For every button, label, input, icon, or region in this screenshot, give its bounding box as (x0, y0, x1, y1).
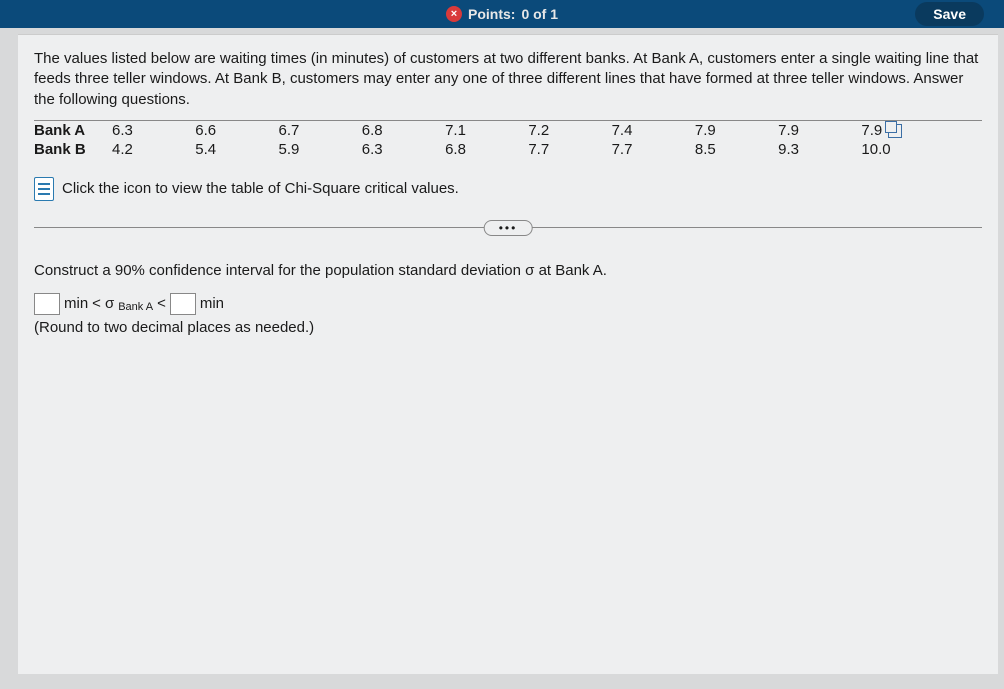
content-area: The values listed below are waiting time… (18, 34, 998, 674)
table-row: Bank B 4.2 5.4 5.9 6.3 6.8 7.7 7.7 8.5 9… (34, 140, 982, 159)
cell: 7.7 (604, 140, 687, 159)
cell: 7.9 (853, 120, 982, 140)
cell: 7.7 (520, 140, 603, 159)
chi-square-link[interactable]: Click the icon to view the table of Chi-… (34, 177, 982, 201)
cell: 6.6 (187, 120, 270, 140)
row-label-bank-a: Bank A (34, 120, 104, 140)
cell: 6.3 (354, 140, 437, 159)
cell: 7.4 (604, 120, 687, 140)
points-label: Points: (468, 6, 515, 22)
save-button[interactable]: Save (915, 2, 984, 26)
upper-bound-input[interactable] (170, 293, 196, 315)
question-prompt: Construct a 90% confidence interval for … (34, 262, 982, 279)
unit-label: min (200, 295, 224, 312)
chi-square-link-label: Click the icon to view the table of Chi-… (62, 180, 459, 197)
cell: 6.3 (104, 120, 187, 140)
cell: 10.0 (853, 140, 982, 159)
unit-label: min (64, 295, 88, 312)
sigma-subscript: Bank A (118, 301, 153, 313)
cell: 6.7 (271, 120, 354, 140)
sigma-symbol: σ (105, 295, 114, 312)
cell: 7.9 (770, 120, 853, 140)
cell: 9.3 (770, 140, 853, 159)
points-indicator: × Points: 0 of 1 (446, 6, 558, 22)
copy-icon[interactable] (888, 124, 902, 138)
cell: 6.8 (437, 140, 520, 159)
lower-bound-input[interactable] (34, 293, 60, 315)
row-label-bank-b: Bank B (34, 140, 104, 159)
table-row: Bank A 6.3 6.6 6.7 6.8 7.1 7.2 7.4 7.9 7… (34, 120, 982, 140)
cell: 7.2 (520, 120, 603, 140)
top-bar: × Points: 0 of 1 Save (0, 0, 1004, 28)
problem-text: The values listed below are waiting time… (34, 49, 982, 110)
cell: 6.8 (354, 120, 437, 140)
data-table: Bank A 6.3 6.6 6.7 6.8 7.1 7.2 7.4 7.9 7… (34, 120, 982, 159)
cell: 5.4 (187, 140, 270, 159)
lt-symbol: < (92, 295, 101, 312)
close-icon[interactable]: × (446, 6, 462, 22)
cell: 7.9 (687, 120, 770, 140)
answer-row: min < σ Bank A < min (34, 293, 982, 315)
cell: 7.1 (437, 120, 520, 140)
table-icon (34, 177, 54, 201)
cell: 5.9 (271, 140, 354, 159)
expand-button[interactable]: ••• (484, 220, 533, 236)
cell: 4.2 (104, 140, 187, 159)
rounding-note: (Round to two decimal places as needed.) (34, 319, 982, 336)
cell: 8.5 (687, 140, 770, 159)
lt-symbol: < (157, 295, 166, 312)
points-value: 0 of 1 (521, 6, 558, 22)
